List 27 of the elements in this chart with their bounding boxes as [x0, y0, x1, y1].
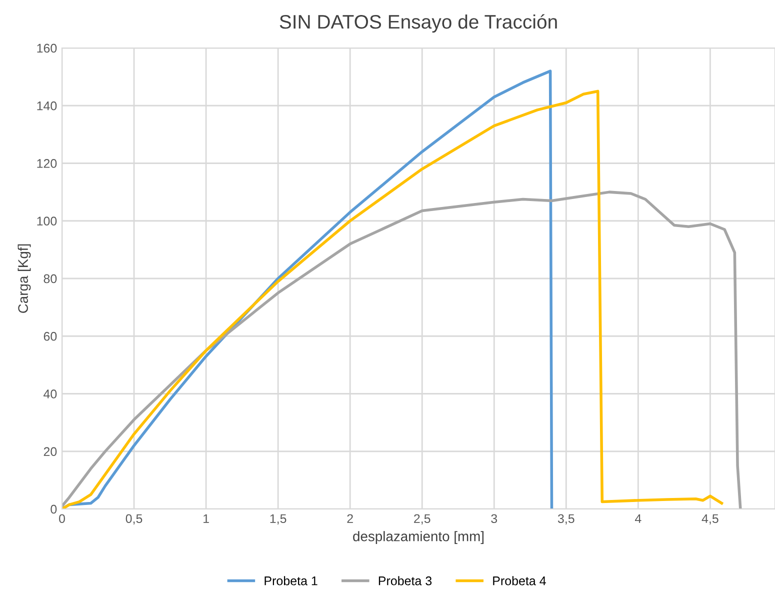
x-tick-label: 0,5	[126, 514, 142, 525]
x-tick-label: 4,5	[702, 514, 718, 525]
legend-label: Probeta 1	[264, 576, 318, 586]
x-tick-label: 3	[491, 514, 498, 524]
line-series	[62, 190, 742, 509]
x-tick-label: 0	[59, 514, 65, 524]
y-tick-label: 120	[37, 159, 57, 168]
x-tick-label: 1,5	[270, 514, 286, 525]
x-tick-label: 1	[204, 514, 209, 523]
y-tick-label: 20	[44, 447, 57, 456]
x-tick-label: 3,5	[558, 514, 574, 525]
y-tick-label: 100	[37, 216, 57, 226]
y-tick-label: 80	[44, 274, 57, 284]
y-tick-label: 60	[44, 332, 57, 341]
x-tick-label: 2,5	[414, 514, 430, 525]
line-series	[62, 90, 724, 509]
y-tick-label: 40	[44, 390, 57, 398]
y-tick-label: 140	[37, 101, 57, 110]
y-tick-label: 160	[37, 44, 57, 53]
legend-label: Probeta 3	[378, 576, 432, 586]
chart-title: SIN DATOS Ensayo de Tracción	[280, 14, 557, 33]
x-axis-title: desplazamiento [mm]	[353, 531, 484, 544]
x-tick-label: 4	[634, 514, 642, 523]
y-tick-label: 0	[50, 504, 57, 514]
y-axis-title: Carga [Kgf]	[18, 244, 31, 313]
legend-label: Probeta 4	[493, 576, 546, 586]
x-tick-label: 2	[347, 514, 353, 523]
